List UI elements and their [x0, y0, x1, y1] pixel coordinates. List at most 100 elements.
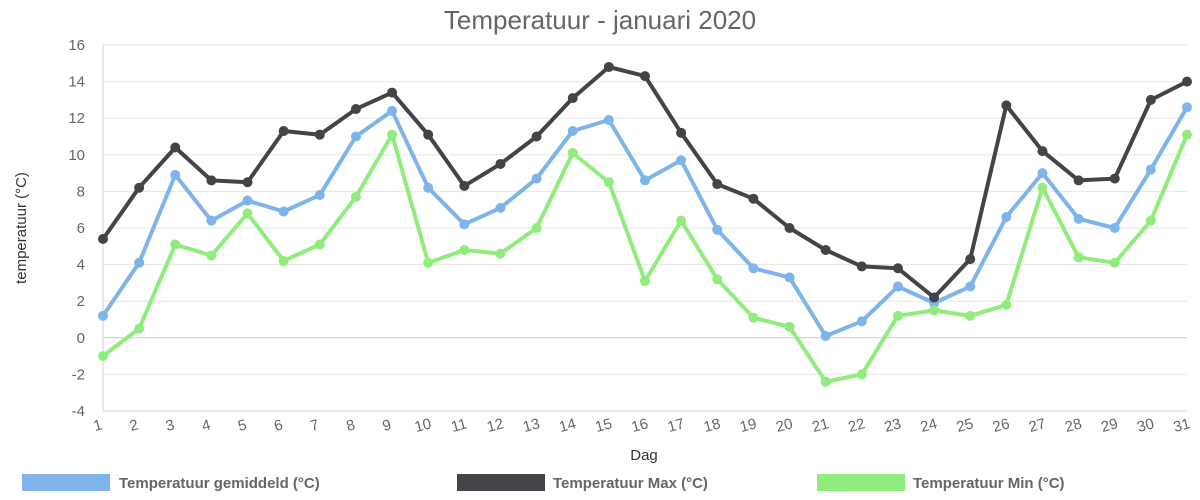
data-point[interactable]	[206, 175, 217, 186]
data-point[interactable]	[350, 104, 361, 115]
data-point[interactable]	[1145, 94, 1156, 105]
data-point[interactable]	[892, 281, 903, 292]
data-point[interactable]	[278, 255, 289, 266]
data-point[interactable]	[423, 257, 434, 268]
x-tick-label: 26	[991, 415, 1012, 436]
data-point[interactable]	[1109, 223, 1120, 233]
data-point[interactable]	[242, 195, 253, 206]
data-point[interactable]	[1001, 299, 1012, 310]
data-point[interactable]	[1109, 173, 1120, 184]
data-point[interactable]	[712, 274, 723, 285]
data-point[interactable]	[531, 131, 542, 142]
data-point[interactable]	[1001, 212, 1012, 223]
data-point[interactable]	[1182, 129, 1192, 140]
data-point[interactable]	[423, 129, 434, 140]
data-point[interactable]	[206, 250, 217, 261]
data-point[interactable]	[387, 87, 398, 98]
data-point[interactable]	[892, 263, 903, 274]
data-point[interactable]	[459, 219, 470, 230]
data-point[interactable]	[676, 215, 687, 226]
data-point[interactable]	[531, 173, 542, 184]
data-point[interactable]	[387, 129, 398, 140]
data-point[interactable]	[640, 276, 650, 287]
data-point[interactable]	[1182, 102, 1192, 113]
data-point[interactable]	[1182, 76, 1192, 87]
data-point[interactable]	[170, 169, 181, 180]
data-point[interactable]	[929, 292, 940, 303]
data-point[interactable]	[459, 180, 470, 191]
data-point[interactable]	[98, 233, 108, 244]
data-point[interactable]	[314, 190, 325, 201]
series-0	[98, 102, 1192, 341]
data-point[interactable]	[1037, 182, 1048, 193]
data-point[interactable]	[1145, 164, 1156, 175]
data-point[interactable]	[314, 239, 325, 250]
data-point[interactable]	[965, 254, 976, 265]
data-point[interactable]	[676, 127, 687, 138]
data-point[interactable]	[748, 312, 759, 323]
data-point[interactable]	[712, 224, 723, 235]
data-point[interactable]	[134, 182, 145, 193]
data-point[interactable]	[640, 175, 650, 186]
data-point[interactable]	[820, 376, 831, 387]
data-point[interactable]	[242, 208, 253, 219]
data-point[interactable]	[820, 244, 831, 255]
data-point[interactable]	[640, 71, 650, 82]
legend-item-0[interactable]: Temperatuur gemiddeld (°C)	[22, 474, 320, 492]
data-point[interactable]	[712, 179, 723, 190]
data-point[interactable]	[676, 155, 687, 166]
data-point[interactable]	[423, 182, 434, 193]
data-point[interactable]	[567, 126, 578, 137]
data-point[interactable]	[567, 93, 578, 104]
data-point[interactable]	[603, 177, 614, 188]
data-point[interactable]	[567, 147, 578, 158]
data-point[interactable]	[314, 129, 325, 140]
data-point[interactable]	[495, 202, 506, 213]
data-point[interactable]	[1037, 168, 1048, 179]
data-point[interactable]	[784, 223, 795, 233]
data-point[interactable]	[1001, 100, 1012, 111]
data-point[interactable]	[98, 310, 108, 321]
x-tick-label: 6	[272, 416, 284, 435]
data-point[interactable]	[1073, 213, 1084, 224]
data-point[interactable]	[1145, 215, 1156, 226]
data-point[interactable]	[1073, 252, 1084, 263]
legend-item-1[interactable]: Temperatuur Max (°C)	[457, 474, 708, 492]
data-point[interactable]	[170, 239, 181, 250]
data-point[interactable]	[531, 223, 542, 233]
data-point[interactable]	[784, 272, 795, 283]
data-point[interactable]	[350, 191, 361, 202]
data-point[interactable]	[856, 261, 867, 272]
data-point[interactable]	[929, 305, 940, 316]
data-point[interactable]	[495, 158, 506, 169]
data-point[interactable]	[603, 61, 614, 72]
data-point[interactable]	[856, 369, 867, 380]
data-point[interactable]	[278, 126, 289, 137]
data-point[interactable]	[242, 177, 253, 188]
data-point[interactable]	[784, 321, 795, 332]
data-point[interactable]	[603, 115, 614, 126]
data-point[interactable]	[748, 263, 759, 274]
data-point[interactable]	[1037, 146, 1048, 157]
data-point[interactable]	[820, 330, 831, 341]
legend-item-2[interactable]: Temperatuur Min (°C)	[817, 474, 1065, 492]
data-point[interactable]	[495, 248, 506, 259]
data-point[interactable]	[1109, 257, 1120, 268]
data-point[interactable]	[278, 206, 289, 217]
data-point[interactable]	[459, 244, 470, 255]
data-point[interactable]	[748, 193, 759, 204]
data-point[interactable]	[206, 215, 217, 226]
data-point[interactable]	[856, 316, 867, 327]
data-point[interactable]	[134, 257, 145, 268]
data-point[interactable]	[965, 310, 976, 321]
data-point[interactable]	[387, 105, 398, 116]
data-point[interactable]	[170, 142, 181, 153]
data-point[interactable]	[965, 281, 976, 292]
data-point[interactable]	[134, 323, 145, 334]
x-tick-label: 11	[449, 415, 468, 435]
data-point[interactable]	[892, 310, 903, 321]
x-tick-label: 3	[164, 416, 176, 435]
data-point[interactable]	[350, 131, 361, 142]
data-point[interactable]	[98, 351, 108, 362]
data-point[interactable]	[1073, 175, 1084, 186]
